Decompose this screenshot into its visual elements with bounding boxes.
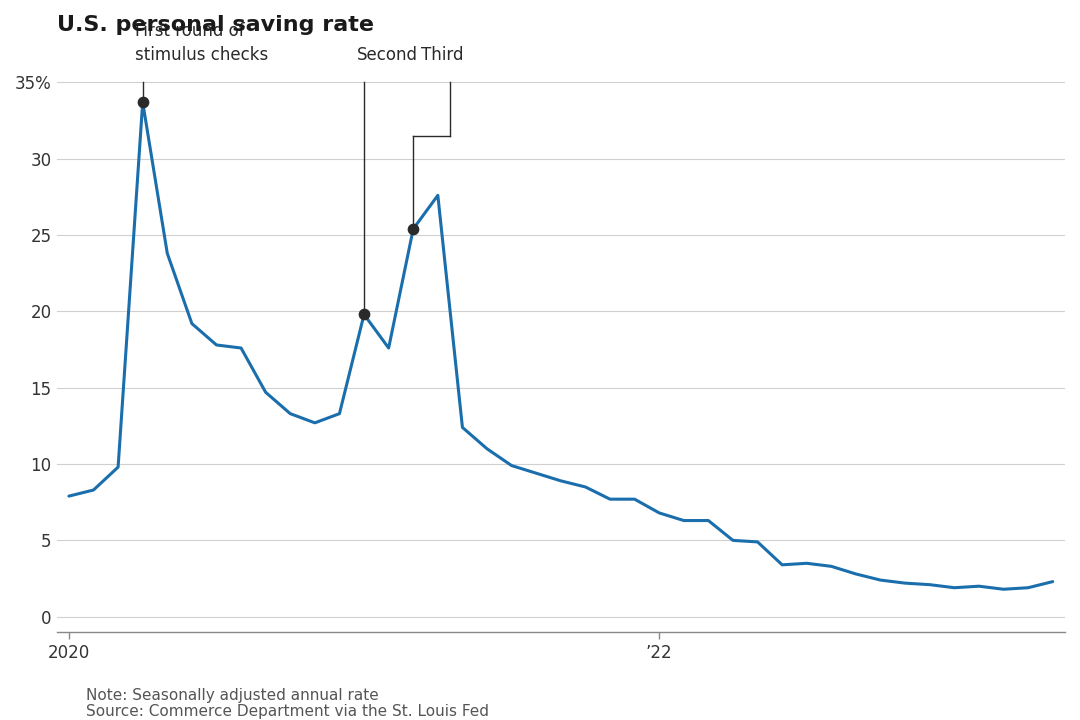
Text: First round of
stimulus checks: First round of stimulus checks bbox=[135, 22, 269, 64]
Point bbox=[355, 309, 373, 320]
Text: Second: Second bbox=[356, 46, 418, 64]
Point bbox=[405, 223, 422, 235]
Text: U.S. personal saving rate: U.S. personal saving rate bbox=[56, 15, 374, 35]
Text: Source: Commerce Department via the St. Louis Fed: Source: Commerce Department via the St. … bbox=[86, 704, 489, 719]
Text: Third: Third bbox=[420, 46, 463, 64]
Text: Note: Seasonally adjusted annual rate: Note: Seasonally adjusted annual rate bbox=[86, 688, 379, 703]
Point bbox=[134, 96, 151, 108]
